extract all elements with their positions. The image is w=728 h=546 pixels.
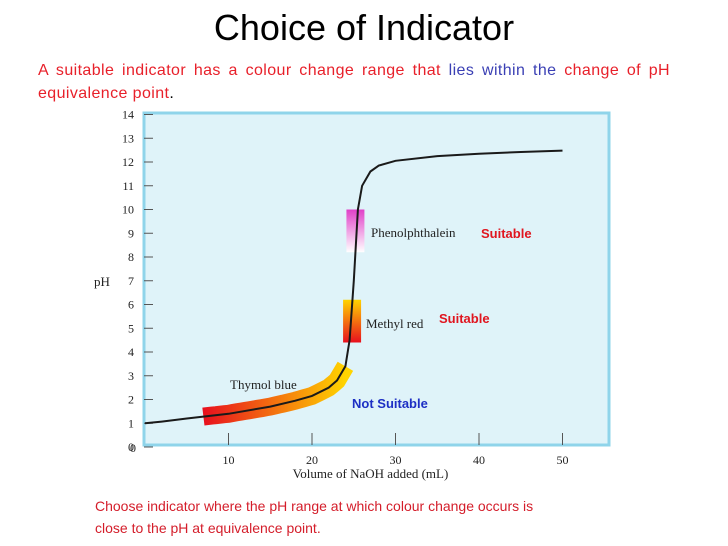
titration-curve bbox=[144, 149, 563, 425]
x-tick-label: 0 bbox=[130, 441, 136, 455]
y-tick-label: 14 bbox=[122, 108, 134, 122]
indicator-labels: Phenolphthalein Methyl red Thymol blue Suit… bbox=[230, 225, 532, 411]
y-axis-label: pH bbox=[94, 274, 110, 289]
x-tick-label: 20 bbox=[306, 453, 318, 467]
y-tick-label: 8 bbox=[128, 250, 134, 264]
x-tick-label: 40 bbox=[473, 453, 485, 467]
intro-part-2: lies within the bbox=[448, 62, 557, 79]
slide-title: Choice of Indicator bbox=[213, 7, 515, 48]
y-tick-label: 2 bbox=[128, 393, 134, 407]
intro-statement: A suitable indicator has a colour change… bbox=[38, 59, 670, 105]
y-tick-label: 0 bbox=[128, 440, 134, 454]
x-tick-label: 30 bbox=[390, 453, 402, 467]
y-tick-label: 12 bbox=[122, 155, 134, 169]
methyl-red-band bbox=[343, 299, 362, 343]
methyl-red-verdict: Suitable bbox=[439, 311, 490, 326]
thymol-blue-label: Thymol blue bbox=[230, 377, 297, 392]
x-tick-label: 50 bbox=[557, 453, 569, 467]
y-tick-label: 5 bbox=[128, 321, 134, 335]
y-tick-label: 9 bbox=[128, 226, 134, 240]
intro-part-4: . bbox=[169, 85, 175, 102]
y-tick-label: 7 bbox=[128, 274, 134, 288]
intro-part-3: change of pH equivalence point bbox=[38, 62, 670, 102]
thymol-blue-verdict: Not Suitable bbox=[352, 396, 428, 411]
phenolphthalein-band bbox=[346, 209, 365, 253]
x-axis: 0 10 20 30 40 50 bbox=[130, 433, 569, 467]
y-tick-label: 3 bbox=[128, 369, 134, 383]
x-axis-label: Volume of NaOH added (mL) bbox=[293, 466, 449, 481]
footnote-line-1: Choose indicator where the pH range at w… bbox=[95, 498, 534, 514]
y-tick-label: 4 bbox=[128, 345, 134, 359]
y-tick-label: 11 bbox=[122, 179, 134, 193]
y-tick-label: 6 bbox=[128, 298, 134, 312]
phenolphthalein-label: Phenolphthalein bbox=[371, 225, 456, 240]
phenolphthalein-verdict: Suitable bbox=[481, 226, 532, 241]
footnote-line-2: close to the pH at equivalence point. bbox=[95, 520, 321, 536]
methyl-red-label: Methyl red bbox=[366, 316, 424, 331]
intro-part-1: A suitable indicator has a colour change… bbox=[38, 62, 441, 79]
y-tick-label: 10 bbox=[122, 203, 134, 217]
y-tick-label: 1 bbox=[128, 416, 134, 430]
footnote: Choose indicator where the pH range at w… bbox=[95, 495, 655, 539]
x-tick-label: 10 bbox=[223, 453, 235, 467]
y-tick-label: 13 bbox=[122, 131, 134, 145]
